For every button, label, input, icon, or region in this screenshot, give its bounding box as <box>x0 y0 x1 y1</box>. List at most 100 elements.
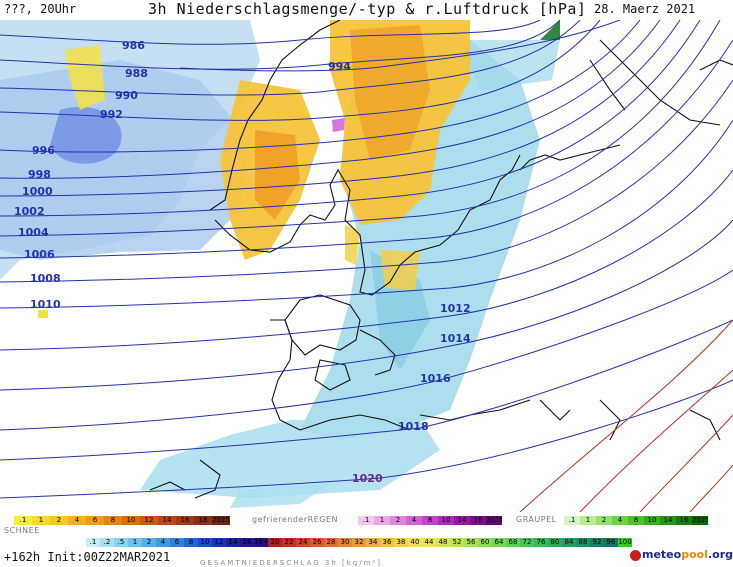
isobar-label: 996 <box>32 144 55 157</box>
snow-scale-cell: .2 <box>100 538 114 547</box>
total-precip-scale: 20 22 24 26 28 30 32 34 36 38 40 44 48 52 56 60 64 68 72 76… <box>268 538 632 547</box>
isobar-line <box>0 79 733 283</box>
total-scale-cell: 32 <box>352 538 366 547</box>
isobar-label: 986 <box>122 39 145 52</box>
rain-scale-cell: 14 <box>158 516 176 525</box>
weather-map: 986 988 990 992 994 996 998 1000 1002 1004 1006 100… <box>0 20 733 512</box>
total-scale-cell: 56 <box>464 538 478 547</box>
total-scale-cell: 100 <box>618 538 632 547</box>
isobar-line <box>179 20 621 72</box>
total-precip-caption: GESAMTNIEDERSCHLAG 3h [kg/m²] <box>200 559 382 567</box>
freezing-scale-cell: 16 <box>470 516 486 525</box>
isobar-line <box>0 20 701 217</box>
total-scale-cell: 52 <box>450 538 464 547</box>
graupel-scale-cell: 8 <box>628 516 644 525</box>
isobar-label: 1016 <box>420 372 451 385</box>
freezing-scale-cell: 14 <box>454 516 470 525</box>
total-scale-cell: 92 <box>590 538 604 547</box>
isobar-line <box>0 269 733 431</box>
valid-time: ???, 20Uhr <box>4 2 77 16</box>
freezing-rain-label: gefrierenderREGEN <box>252 515 338 524</box>
freezing-scale-cell: .1 <box>358 516 374 525</box>
graupel-scale-cell: 4 <box>612 516 628 525</box>
coastlines <box>149 20 733 499</box>
isobar-label: 1000 <box>22 185 53 198</box>
total-scale-cell: 72 <box>520 538 534 547</box>
forecast-date: 28. Maerz 2021 <box>594 2 696 16</box>
total-scale-cell: 24 <box>296 538 310 547</box>
graupel-scale-cell: .1 <box>564 516 580 525</box>
total-scale-cell: 40 <box>408 538 422 547</box>
snow-scale-cell: 12 <box>212 538 226 547</box>
graupel-scale-cell: 16 <box>676 516 692 525</box>
rain-scale-cell: 8 <box>104 516 122 525</box>
graupel-scale-cell: 14 <box>660 516 676 525</box>
rain-scale-cell: 12 <box>140 516 158 525</box>
total-scale-cell: 96 <box>604 538 618 547</box>
total-scale-cell: 64 <box>492 538 506 547</box>
isobar-line <box>0 20 661 179</box>
total-scale-cell: 80 <box>548 538 562 547</box>
isobar-label: 1006 <box>24 248 55 261</box>
total-scale-cell: 20 <box>268 538 282 547</box>
graupel-scale-cell: 1 <box>580 516 596 525</box>
isobar-line <box>0 379 733 499</box>
isobar-label: 994 <box>328 60 351 73</box>
freezing-scale-cell: 1 <box>374 516 390 525</box>
map-canvas: 986 988 990 992 994 996 998 1000 1002 1004 1006 100… <box>0 20 733 512</box>
total-scale-cell: 36 <box>380 538 394 547</box>
total-scale-cell: 28 <box>324 538 338 547</box>
total-scale-cell: 84 <box>562 538 576 547</box>
graupel-scale-cell: 2 <box>596 516 612 525</box>
total-scale-cell: 48 <box>436 538 450 547</box>
isobar-line <box>0 219 733 391</box>
total-scale-cell: 38 <box>394 538 408 547</box>
isobar-label: 998 <box>28 168 51 181</box>
freezing-scale-cell: 8 <box>422 516 438 525</box>
brand-link[interactable]: meteopool.org <box>642 548 733 561</box>
isobar-line <box>0 169 733 351</box>
total-scale-cell: 60 <box>478 538 492 547</box>
precip-rain-area <box>38 20 470 318</box>
freezing-scale-cell: 4 <box>406 516 422 525</box>
rain-scale-cell: .1 <box>14 516 32 525</box>
isobar-line <box>0 119 733 309</box>
isobar-label: 1010 <box>30 298 61 311</box>
rain-scale-cell: 4 <box>68 516 86 525</box>
isobar-label: 1004 <box>18 226 49 239</box>
rain-scale-cell: 6 <box>86 516 104 525</box>
isobar-label: 1008 <box>30 272 61 285</box>
rain-scale-cell: 10 <box>122 516 140 525</box>
graupel-scale-cell: 2025+ <box>692 516 708 525</box>
total-scale-cell: 88 <box>576 538 590 547</box>
isobar-label: 1020 <box>352 472 383 485</box>
isobar-line <box>0 20 721 237</box>
freezing-scale-cell: 2 <box>390 516 406 525</box>
graupel-scale-cell: 10 <box>644 516 660 525</box>
precip-freezing-area <box>332 118 345 132</box>
isobar-label: 1018 <box>398 420 429 433</box>
total-scale-cell: 30 <box>338 538 352 547</box>
snow-scale-cell: .1 <box>86 538 100 547</box>
isobar-line <box>0 319 733 461</box>
total-scale-cell: 68 <box>506 538 520 547</box>
isobar-line <box>0 20 541 45</box>
isobar-line <box>0 20 581 96</box>
header-bar: ???, 20Uhr 3h Niederschlagsmenge/-typ & … <box>0 0 733 20</box>
total-scale-cell: 76 <box>534 538 548 547</box>
isobar-line <box>0 20 601 121</box>
isobar-line <box>0 20 641 153</box>
snow-label: SCHNEE <box>4 526 40 535</box>
graupel-label: GRAUPEL <box>516 515 557 524</box>
meteopool-logo-icon <box>630 550 641 561</box>
snow-scale: .1.2.5 1 2 4 6 8 10 12 14 16 18+ <box>86 538 268 547</box>
isobar-label: 992 <box>100 108 123 121</box>
isobar-line-high <box>689 464 733 512</box>
isobar-line-high <box>639 414 733 512</box>
snow-scale-cell: 10 <box>198 538 212 547</box>
rain-scale-cell: 18 <box>194 516 212 525</box>
run-info: +162h Init:00Z22MAR2021 <box>4 550 171 564</box>
snow-scale-cell: 6 <box>170 538 184 547</box>
